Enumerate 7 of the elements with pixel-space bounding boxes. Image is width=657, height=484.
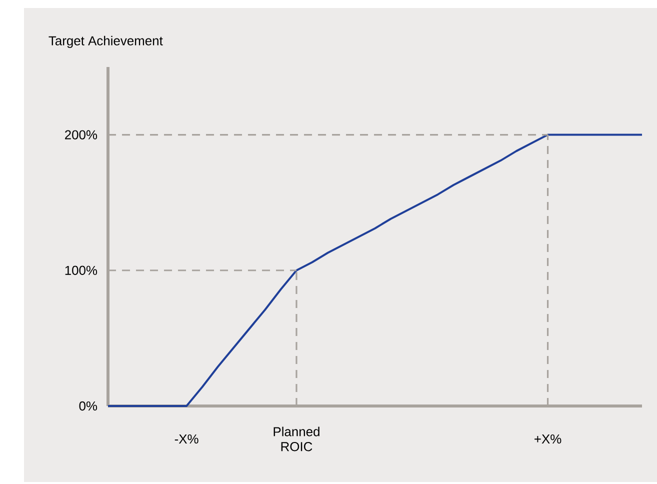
x-tick-label: -X%: [174, 434, 198, 444]
y-tick-label: 200%: [65, 130, 98, 140]
x-tick-label: +X%: [534, 434, 562, 444]
x-tick-label: Planned ROIC: [274, 426, 320, 452]
y-axis-title: Target Achievement: [48, 36, 163, 48]
y-tick-label: 0%: [79, 401, 98, 411]
y-tick-label: 100%: [65, 266, 98, 275]
